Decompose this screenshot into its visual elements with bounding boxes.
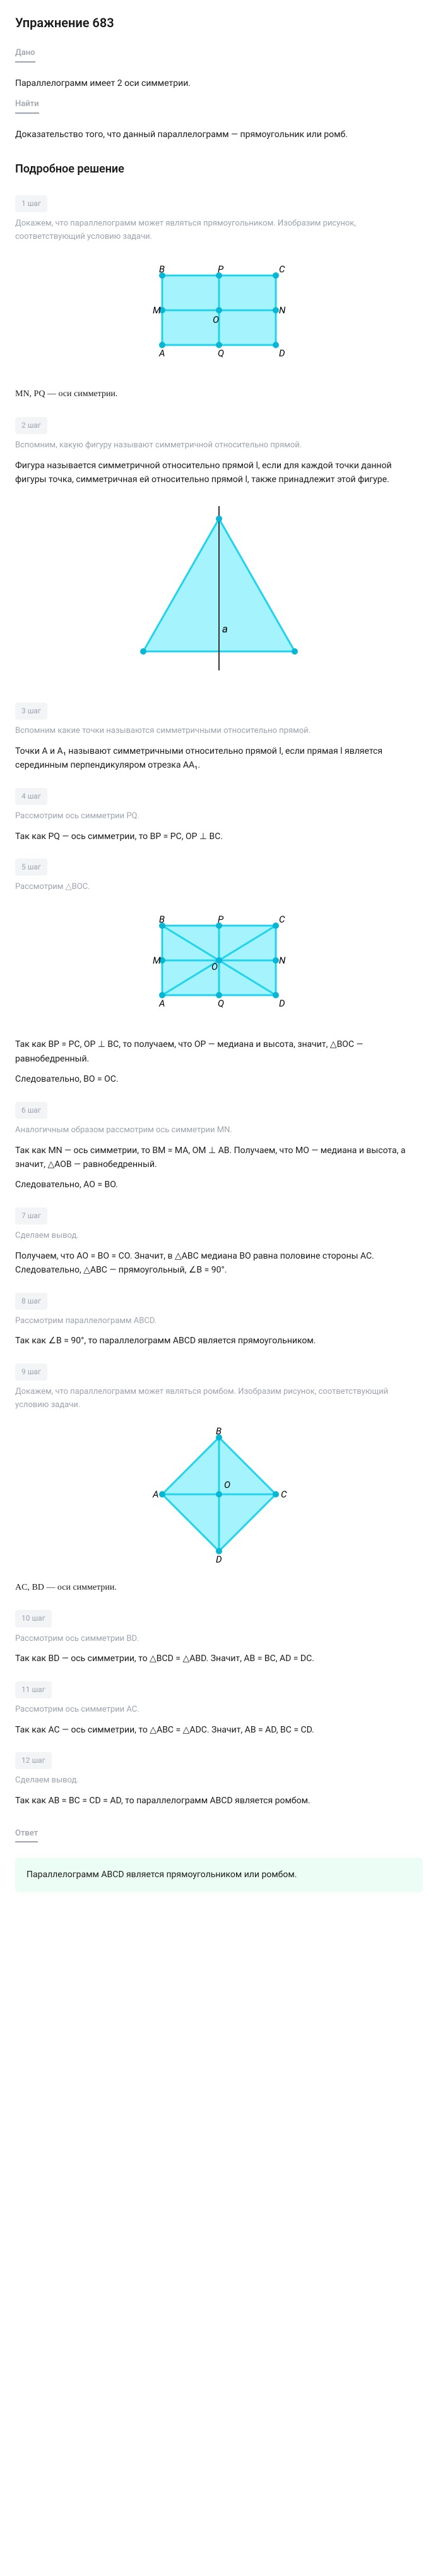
step-text: Точки A и A₁ называют симметричными отно… [15, 744, 423, 773]
svg-text:B: B [159, 263, 165, 275]
step-text: Так как AB = BC = CD = AD, то параллелог… [15, 1794, 423, 1808]
step-desc: Рассмотрим △BOC. [15, 881, 423, 894]
step-text: Фигура называется симметричной относител… [15, 459, 423, 487]
step-badge: 4 шаг [15, 788, 47, 805]
axes-text-2: AC, BD — оси симметрии. [15, 1581, 423, 1595]
step-desc: Сделаем вывод. [15, 1774, 423, 1787]
step-text: Так как ∠B = 90°, то параллелограмм ABCD… [15, 1334, 423, 1348]
step-text: Так как BP = PC, OP ⊥ BC, то получаем, ч… [15, 1037, 423, 1066]
step-text: Так как PQ — ось симметрии, то BP = PC, … [15, 830, 423, 844]
svg-text:D: D [279, 998, 285, 1009]
svg-text:O: O [213, 314, 219, 325]
svg-text:A: A [158, 348, 165, 359]
step-text: Так как BD — ось симметрии, то △BCD = △A… [15, 1652, 423, 1666]
step-badge: 10 шаг [15, 1610, 52, 1627]
exercise-title: Упражнение 683 [15, 13, 423, 33]
step-badge: 2 шаг [15, 417, 47, 434]
figure-rhombus: B C D A O [15, 1425, 423, 1568]
svg-text:D: D [216, 1554, 222, 1564]
svg-text:B: B [159, 914, 165, 925]
svg-text:C: C [281, 1489, 287, 1500]
svg-text:D: D [279, 348, 285, 359]
step-badge: 7 шаг [15, 1207, 47, 1225]
svg-text:C: C [279, 914, 285, 925]
figure-triangle: a [15, 500, 423, 681]
step-badge: 12 шаг [15, 1752, 52, 1769]
answer-text: Параллелограмм ABCD является прямоугольн… [27, 1870, 297, 1880]
svg-text:P: P [218, 263, 224, 275]
answer-box: Параллелограмм ABCD является прямоугольн… [15, 1858, 423, 1892]
step-text: Следовательно, BO = OC. [15, 1072, 423, 1086]
svg-text:Q: Q [218, 348, 224, 359]
svg-text:O: O [224, 1479, 230, 1491]
step-desc: Сделаем вывод. [15, 1230, 423, 1243]
step-desc: Докажем, что параллелограмм может являть… [15, 1386, 423, 1412]
step-desc: Вспомним, какую фигуру называют симметри… [15, 439, 423, 452]
svg-text:A: A [152, 1489, 159, 1500]
solution-heading: Подробное решение [15, 160, 423, 179]
given-text: Параллелограмм имеет 2 оси симметрии. [15, 76, 423, 90]
figure-rectangle-diagonals: B P C M O N A Q D [15, 907, 423, 1025]
svg-text:C: C [279, 263, 285, 275]
step-badge: 5 шаг [15, 859, 47, 876]
step-desc: Вспомним какие точки называются симметри… [15, 725, 423, 738]
step-badge: 3 шаг [15, 703, 47, 720]
svg-text:A: A [158, 998, 165, 1009]
figure-rectangle-1: B P C M O N A Q D [15, 257, 423, 375]
svg-text:Q: Q [218, 998, 224, 1009]
svg-text:N: N [279, 305, 286, 316]
step-desc: Рассмотрим параллелограмм ABCD. [15, 1315, 423, 1328]
step-badge: 9 шаг [15, 1364, 47, 1381]
step-text: Так как AC — ось симметрии, то △ABC = △A… [15, 1723, 423, 1737]
step-text: Следовательно, AO = BO. [15, 1178, 423, 1192]
svg-text:N: N [279, 955, 286, 966]
step-desc: Рассмотрим ось симметрии AC. [15, 1703, 423, 1717]
step-desc: Рассмотрим ось симметрии PQ. [15, 810, 423, 823]
find-text: Доказательство того, что данный параллел… [15, 128, 423, 142]
step-desc: Рассмотрим ось симметрии BD. [15, 1633, 423, 1646]
step-desc: Докажем, что параллелограмм может являть… [15, 217, 423, 244]
given-label: Дано [15, 47, 35, 63]
svg-text:B: B [216, 1425, 222, 1437]
svg-text:P: P [218, 914, 224, 925]
step-badge: 11 шаг [15, 1681, 52, 1698]
axes-text-1: MN, PQ — оси симметрии. [15, 387, 423, 401]
step-desc: Аналогичным образом рассмотрим ось симме… [15, 1124, 423, 1137]
step-text: Получаем, что AO = BO = CO. Значит, в △A… [15, 1249, 423, 1278]
step-badge: 1 шаг [15, 195, 47, 212]
svg-text:M: M [153, 305, 161, 316]
svg-text:M: M [153, 955, 161, 966]
step-badge: 6 шаг [15, 1102, 47, 1119]
step-text: Так как MN — ось симметрии, то BM = MA, … [15, 1144, 423, 1172]
answer-label: Ответ [15, 1827, 38, 1843]
svg-text:O: O [211, 961, 218, 972]
step-badge: 8 шаг [15, 1293, 47, 1310]
find-label: Найти [15, 98, 39, 114]
svg-text:a: a [222, 623, 228, 636]
